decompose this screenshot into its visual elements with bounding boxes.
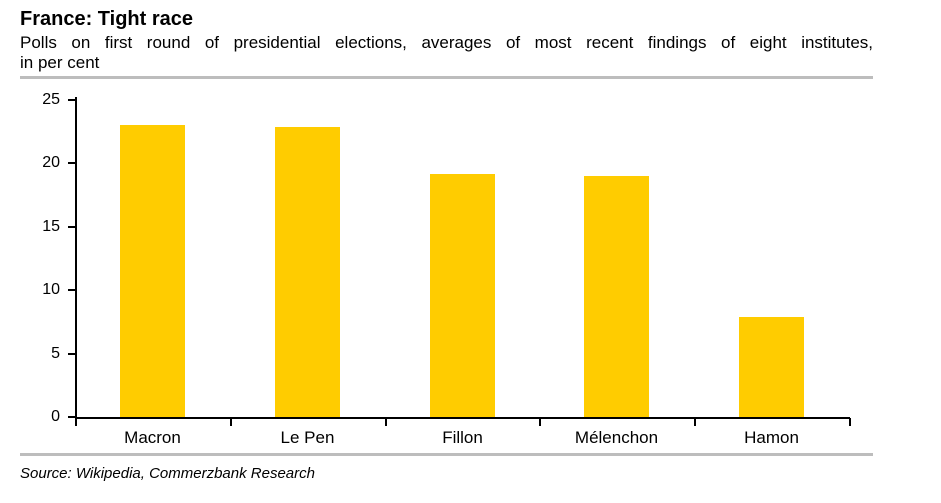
- y-axis-tick: [68, 162, 76, 164]
- y-axis-tick: [68, 353, 76, 355]
- x-axis-label: Macron: [124, 428, 181, 447]
- bar-macron: [120, 125, 185, 417]
- x-axis-tick: [385, 418, 387, 426]
- y-axis-label: 0: [51, 408, 60, 425]
- x-axis-label: Mélenchon: [574, 428, 659, 447]
- y-axis-line: [75, 97, 77, 419]
- x-axis-tick: [75, 418, 77, 426]
- y-axis-label: 20: [42, 154, 60, 171]
- header-divider: [20, 76, 873, 79]
- chart-subtitle-line2: in per cent: [20, 52, 100, 72]
- bar-fillon: [430, 174, 495, 417]
- source-note: Source: Wikipedia, Commerzbank Research: [20, 465, 315, 482]
- x-axis-label: Le Pen: [280, 428, 335, 447]
- y-axis-tick: [68, 226, 76, 228]
- bar-mélenchon: [584, 176, 649, 417]
- y-axis-tick: [68, 289, 76, 291]
- footer-divider: [20, 453, 873, 456]
- y-axis-label: 25: [42, 91, 60, 108]
- chart-subtitle-line1: Polls on first round of presidential ele…: [20, 33, 873, 52]
- y-axis-label: 5: [51, 345, 60, 362]
- y-axis-tick: [68, 99, 76, 101]
- x-axis-tick: [539, 418, 541, 426]
- chart-title: France: Tight race: [20, 8, 194, 30]
- x-axis-label: Fillon: [442, 428, 483, 447]
- x-axis-label: Hamon: [744, 428, 799, 447]
- y-axis-label: 10: [42, 281, 60, 298]
- x-axis-tick: [694, 418, 696, 426]
- bar-chart: 0 5 10 15 20 25 Macron Le Pen Fillon Mélenchon Ham…: [0, 85, 941, 450]
- y-axis-label: 15: [42, 218, 60, 235]
- bar-le-pen: [275, 127, 340, 417]
- chart-subtitle: Polls on first round of presidential ele…: [20, 33, 873, 72]
- y-axis-tick: [68, 416, 76, 418]
- x-axis-tick: [849, 418, 851, 426]
- x-axis-line: [75, 417, 850, 419]
- x-axis-tick: [230, 418, 232, 426]
- bar-hamon: [739, 317, 804, 417]
